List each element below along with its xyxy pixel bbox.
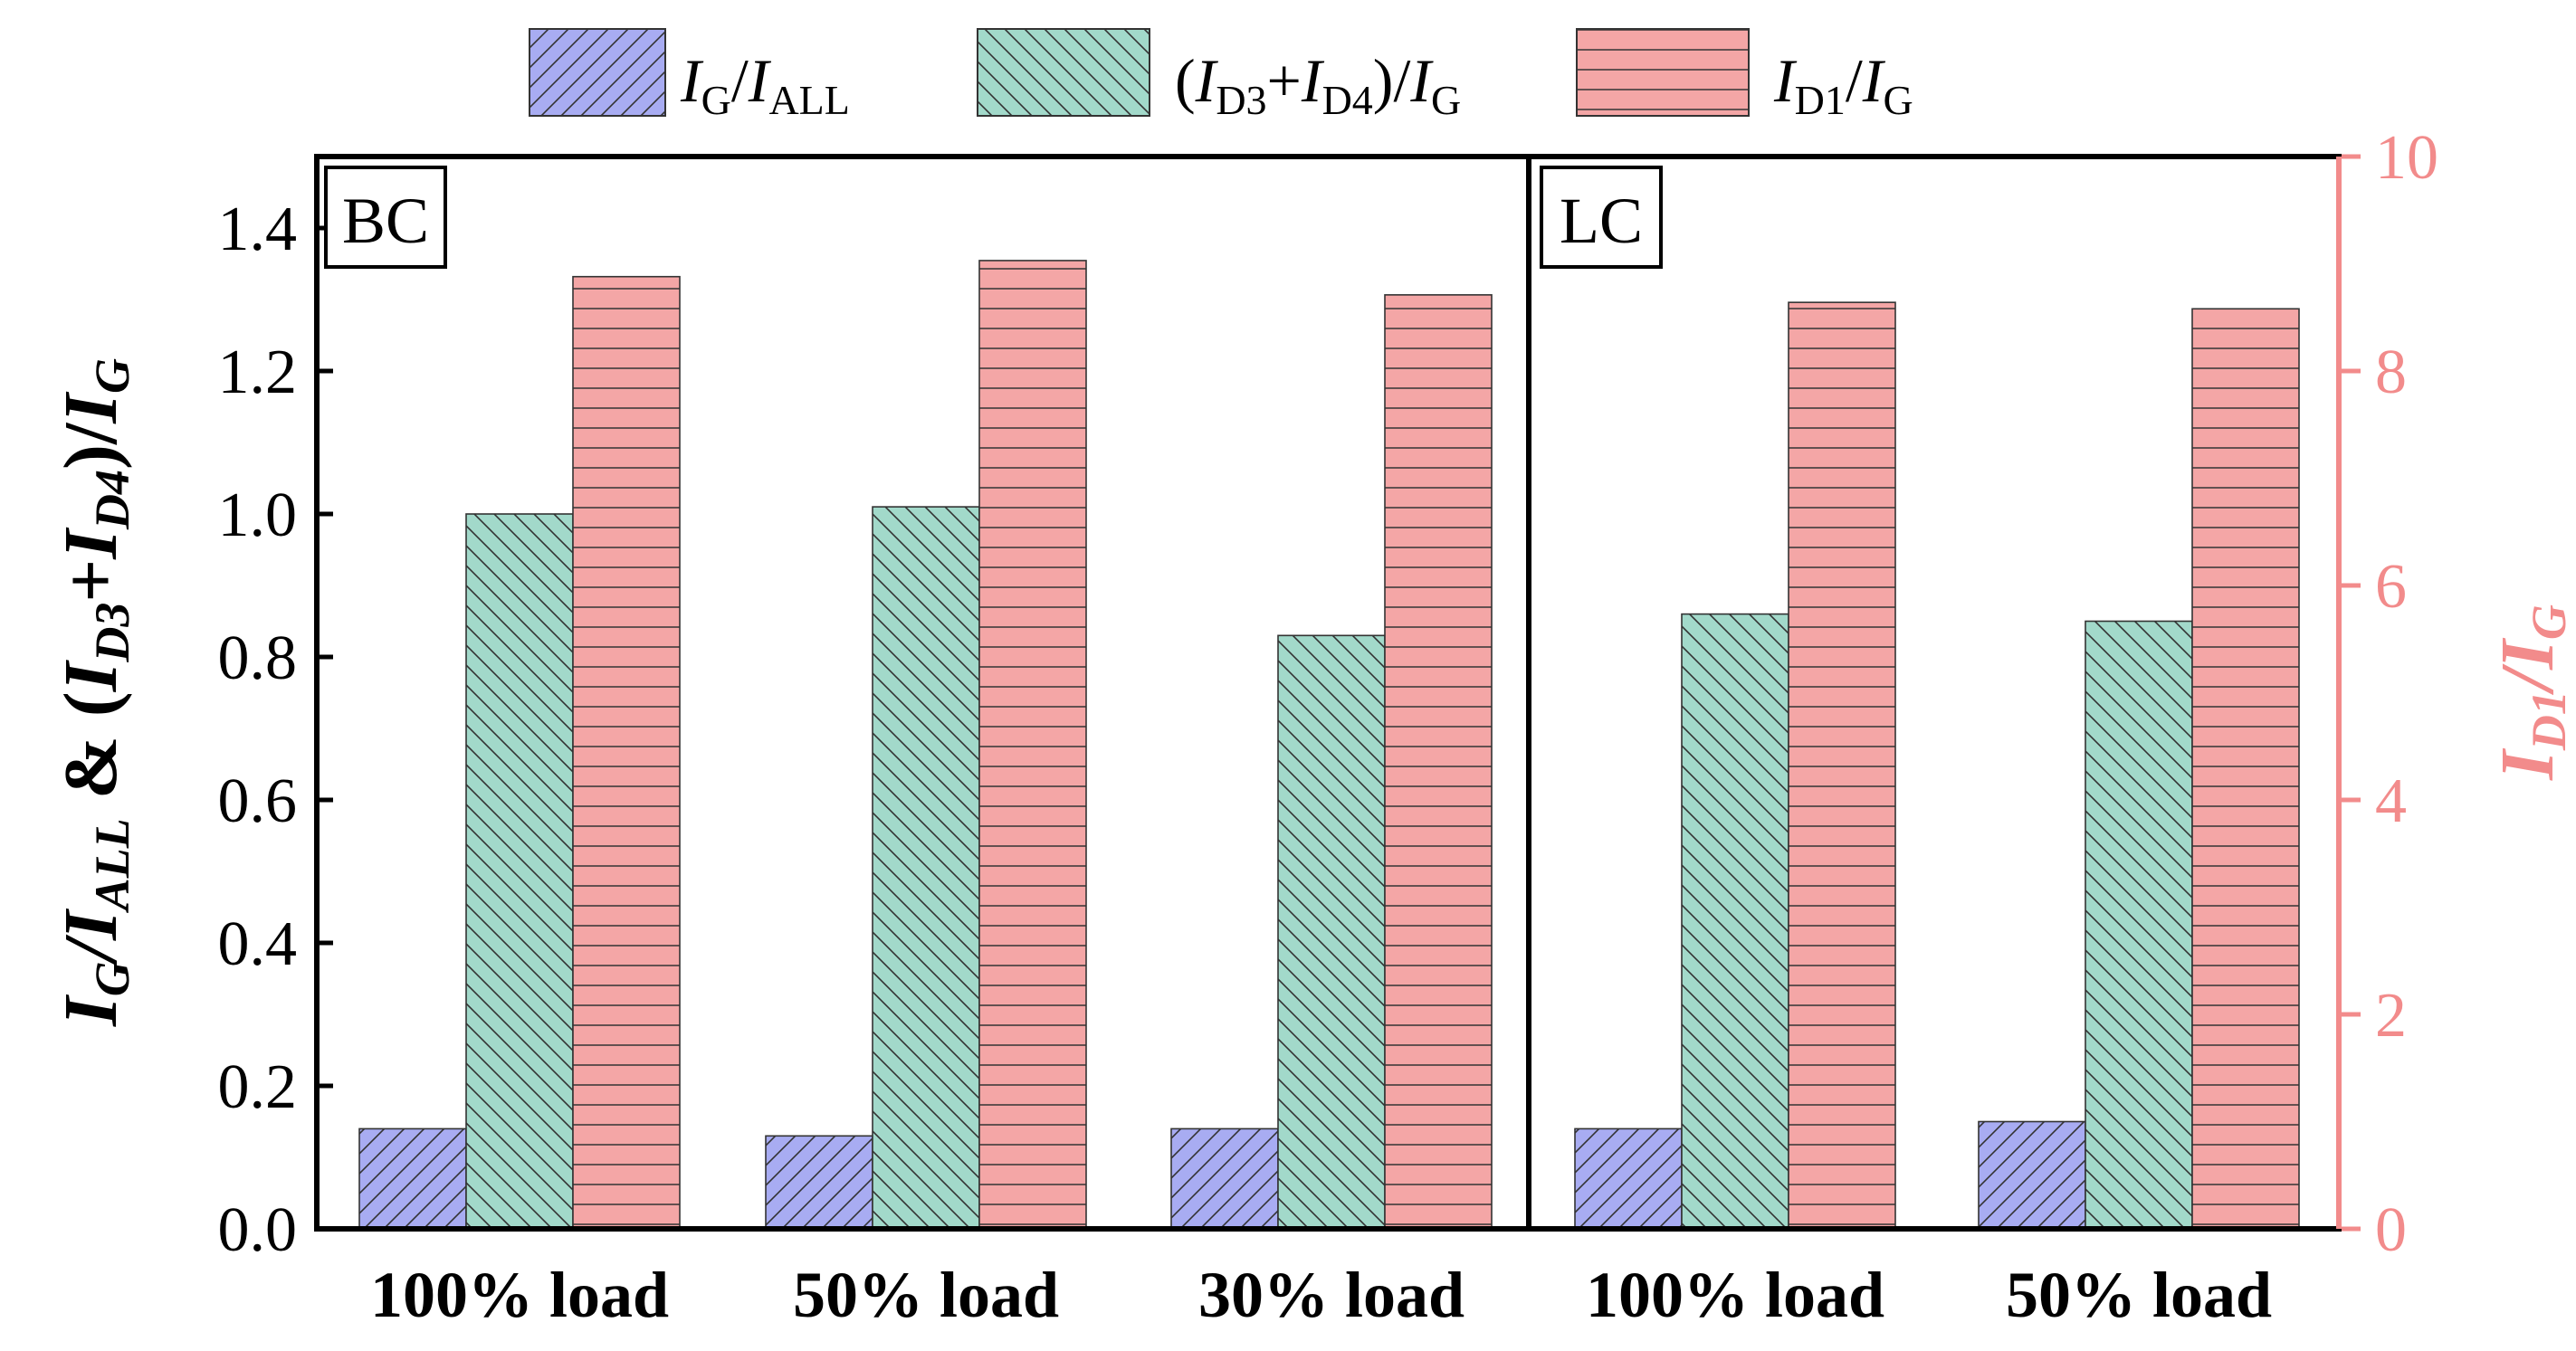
bar-bc-0-series-2 xyxy=(572,275,681,1230)
bar-lc-0-series-2 xyxy=(1788,301,1896,1230)
legend-entry-id1-ig: ID1/IG xyxy=(1576,28,1913,123)
bar-lc-1-series-0 xyxy=(1978,1120,2086,1230)
left-tick-label: 1.4 xyxy=(218,195,298,264)
legend-swatch-id1-ig xyxy=(1576,28,1750,117)
left-axis-ticks: 0.0 0.2 0.4 0.6 0.8 1.0 1.2 1.4 xyxy=(218,195,333,1265)
legend-entry-ig-iall: IG/IALL xyxy=(529,28,850,123)
legend-swatch-ig-iall xyxy=(529,28,666,117)
left-tick-label: 1.2 xyxy=(218,338,298,407)
left-tick-label: 0.0 xyxy=(218,1195,298,1265)
right-tick-label: 6 xyxy=(2375,552,2407,622)
left-tick-label: 0.6 xyxy=(218,766,298,836)
y-left-axis-label: IG/IALL & (ID3+ID4)/IG xyxy=(49,358,139,1027)
legend-label-id3-id4-ig: (ID3+ID4)/IG xyxy=(1175,46,1461,123)
bar-lc-0-series-0 xyxy=(1574,1127,1683,1230)
bar-bc-2-series-1 xyxy=(1277,634,1386,1230)
right-tick-label: 2 xyxy=(2375,981,2407,1051)
panel-label-lc-box: LC xyxy=(1540,166,1663,269)
bars xyxy=(358,260,2300,1230)
category-label-lc-1: 50% load xyxy=(2006,1259,2272,1331)
panel-label-bc-box: BC xyxy=(324,166,447,269)
bar-lc-1-series-2 xyxy=(2191,308,2300,1230)
bar-bc-0-series-0 xyxy=(358,1127,467,1230)
bar-bc-1-series-0 xyxy=(765,1135,873,1230)
right-tick-label: 0 xyxy=(2375,1195,2407,1265)
left-tick-label: 1.0 xyxy=(218,480,298,550)
bar-lc-1-series-1 xyxy=(2085,620,2193,1230)
left-tick-label: 0.8 xyxy=(218,623,298,693)
legend-swatch-id3-id4-ig xyxy=(977,28,1150,117)
right-tick-label: 10 xyxy=(2375,123,2438,193)
bar-bc-2-series-0 xyxy=(1170,1127,1279,1230)
left-tick-label: 0.4 xyxy=(218,909,298,979)
right-tick-label: 8 xyxy=(2375,338,2407,407)
category-label-bc-1: 50% load xyxy=(793,1259,1059,1331)
category-label-bc-2: 30% load xyxy=(1198,1259,1465,1331)
category-label-lc-0: 100% load xyxy=(1586,1259,1884,1331)
right-axis-ticks: 0 2 4 6 8 10 xyxy=(2339,123,2438,1265)
y-right-axis-label: ID1/IG xyxy=(2485,604,2576,781)
left-tick-label: 0.2 xyxy=(218,1052,298,1122)
right-tick-label: 4 xyxy=(2375,766,2407,836)
bar-bc-0-series-1 xyxy=(465,513,574,1230)
legend-label-id1-ig: ID1/IG xyxy=(1773,46,1913,123)
panel-label-lc: LC xyxy=(1560,185,1643,257)
legend-label-ig-iall: IG/IALL xyxy=(680,46,850,123)
panel-label-bc: BC xyxy=(342,185,429,257)
legend: IG/IALL (ID3+ID4)/IG ID1/IG xyxy=(529,28,1913,123)
bar-bc-2-series-2 xyxy=(1384,294,1493,1230)
bar-lc-0-series-1 xyxy=(1681,613,1789,1230)
category-labels: 100% load 50% load 30% load 100% load 50% lo… xyxy=(370,1259,2272,1331)
bar-bc-1-series-1 xyxy=(872,506,980,1230)
legend-entry-id3-id4-ig: (ID3+ID4)/IG xyxy=(977,28,1461,123)
bar-bc-1-series-2 xyxy=(978,260,1087,1230)
category-label-bc-0: 100% load xyxy=(370,1259,669,1331)
